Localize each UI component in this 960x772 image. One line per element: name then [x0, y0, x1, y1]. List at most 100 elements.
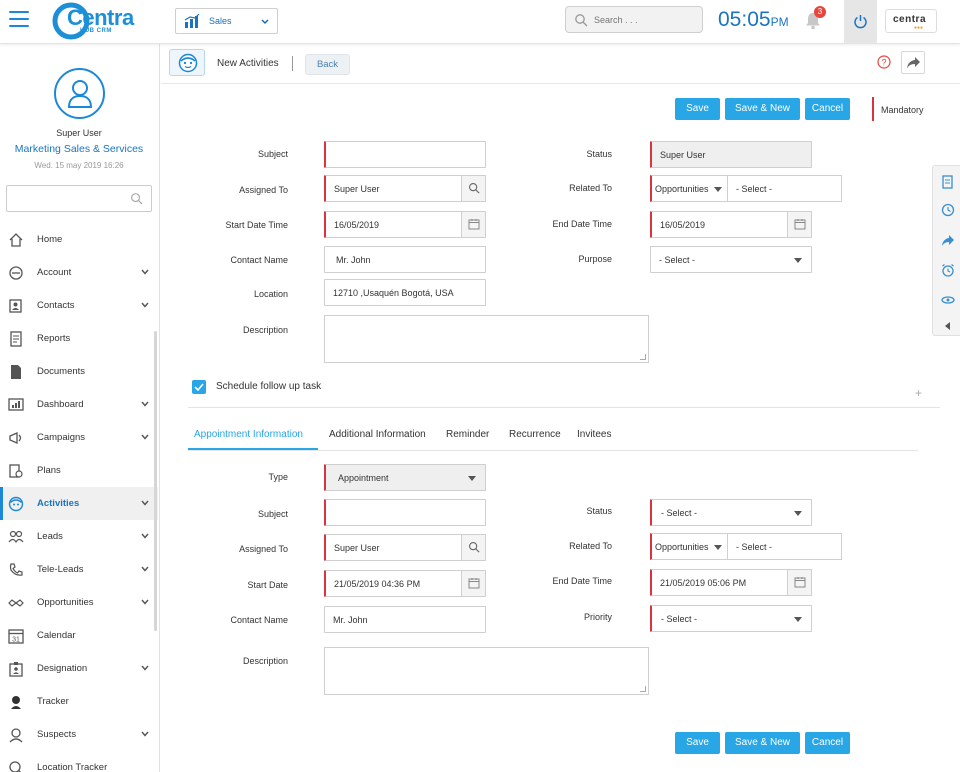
description-label: Description: [242, 325, 288, 335]
sidebar-item-designation[interactable]: Designation: [0, 652, 158, 685]
chevron-down-icon[interactable]: [141, 533, 149, 539]
appt-priority-select[interactable]: - Select -: [650, 605, 812, 632]
sidebar-item-tracker[interactable]: Tracker: [0, 685, 158, 718]
history-icon[interactable]: [941, 203, 955, 217]
tab-invitees[interactable]: Invitees: [577, 429, 612, 440]
end-date-field[interactable]: 16/05/2019: [650, 211, 812, 238]
sidebar-item-home[interactable]: Home: [0, 223, 158, 256]
module-select[interactable]: Sales: [175, 8, 278, 34]
start-date-field[interactable]: 16/05/2019: [324, 211, 486, 238]
bottom-save-button[interactable]: Save: [675, 732, 720, 754]
sidebar-search[interactable]: [6, 185, 152, 212]
chevron-down-icon[interactable]: [141, 500, 149, 506]
purpose-value: - Select -: [659, 255, 696, 265]
contacts-icon: [9, 299, 22, 313]
location-field[interactable]: 12710 ,Usaquén Bogotá, USA: [324, 279, 486, 306]
end-date-label: End Date Time: [552, 219, 612, 229]
appt-assigned-value: Super User: [334, 543, 380, 553]
activities-icon-button[interactable]: [169, 49, 205, 76]
appt-contact-field[interactable]: Mr. John: [324, 606, 486, 633]
global-search[interactable]: [565, 6, 703, 33]
assigned-lookup-button[interactable]: [461, 176, 485, 201]
link-icon[interactable]: [941, 293, 955, 307]
assigned-field[interactable]: Super User: [324, 175, 486, 202]
sidebar: Super User Marketing Sales & Services We…: [0, 44, 160, 772]
sidebar-item-tele-leads[interactable]: Tele-Leads: [0, 553, 158, 586]
sidebar-item-plans[interactable]: Plans: [0, 454, 158, 487]
calendar-icon: [794, 219, 806, 230]
share-button[interactable]: [901, 51, 925, 74]
help-icon[interactable]: ?: [877, 55, 891, 69]
start-date-picker[interactable]: [461, 212, 485, 237]
appt-end-field[interactable]: 21/05/2019 05:06 PM: [650, 569, 812, 596]
sidebar-item-account[interactable]: Account: [0, 256, 158, 289]
sidebar-item-reports[interactable]: Reports: [0, 322, 158, 355]
appt-type-select[interactable]: Appointment: [324, 464, 486, 491]
sidebar-item-suspects[interactable]: Suspects: [0, 718, 158, 751]
description-textarea[interactable]: [324, 315, 649, 363]
chevron-down-icon[interactable]: [141, 302, 149, 308]
related-type-select[interactable]: Opportunities: [652, 176, 728, 201]
resize-grip-icon[interactable]: [640, 354, 646, 360]
power-icon: [854, 15, 867, 29]
avatar[interactable]: [54, 68, 105, 119]
appt-start-picker[interactable]: [461, 571, 485, 596]
tab-appointment-information[interactable]: Appointment Information: [194, 429, 303, 440]
chevron-down-icon[interactable]: [141, 599, 149, 605]
sidebar-item-calendar[interactable]: 31 Calendar: [0, 619, 158, 652]
notes-icon[interactable]: [941, 175, 955, 189]
tab-reminder[interactable]: Reminder: [446, 429, 490, 440]
cancel-button[interactable]: Cancel: [805, 98, 850, 120]
bottom-save-new-button[interactable]: Save & New: [725, 732, 800, 754]
chevron-down-icon[interactable]: [141, 665, 149, 671]
sidebar-item-activities[interactable]: Activities: [0, 487, 158, 520]
appt-end-picker[interactable]: [787, 570, 811, 595]
logout-button[interactable]: [844, 0, 877, 43]
contact-field[interactable]: Mr. John: [324, 246, 486, 273]
brand-name: centra: [893, 14, 927, 25]
sidebar-item-campaigns[interactable]: Campaigns: [0, 421, 158, 454]
appt-start-field[interactable]: 21/05/2019 04:36 PM: [324, 570, 486, 597]
related-field[interactable]: Opportunities - Select -: [650, 175, 842, 202]
sidebar-item-dashboard[interactable]: Dashboard: [0, 388, 158, 421]
save-new-button[interactable]: Save & New: [725, 98, 800, 120]
subject-field[interactable]: [324, 141, 486, 168]
appt-related-field[interactable]: Opportunities - Select -: [650, 533, 842, 560]
tab-additional-information[interactable]: Additional Information: [329, 429, 426, 440]
collapse-left-icon[interactable]: [941, 319, 955, 333]
related-type-value: Opportunities: [655, 184, 709, 194]
save-button[interactable]: Save: [675, 98, 720, 120]
global-search-input[interactable]: [594, 12, 694, 28]
resize-grip-icon[interactable]: [640, 686, 646, 692]
sidebar-scrollbar[interactable]: [154, 331, 157, 631]
chevron-down-icon[interactable]: [141, 731, 149, 737]
plus-icon[interactable]: +: [915, 386, 923, 400]
sidebar-item-leads[interactable]: Leads: [0, 520, 158, 553]
end-date-picker[interactable]: [787, 212, 811, 237]
appt-subject-field[interactable]: [324, 499, 486, 526]
appt-description-textarea[interactable]: [324, 647, 649, 695]
chevron-down-icon[interactable]: [141, 269, 149, 275]
chevron-down-icon[interactable]: [141, 434, 149, 440]
tab-recurrence[interactable]: Recurrence: [509, 429, 561, 440]
sidebar-search-input[interactable]: [12, 190, 127, 208]
appt-assigned-lookup-button[interactable]: [461, 535, 485, 560]
bottom-cancel-button[interactable]: Cancel: [805, 732, 850, 754]
chevron-down-icon[interactable]: [141, 401, 149, 407]
sidebar-item-contacts[interactable]: Contacts: [0, 289, 158, 322]
chevron-down-icon[interactable]: [141, 566, 149, 572]
purpose-select[interactable]: - Select -: [650, 246, 812, 273]
appt-status-select[interactable]: - Select -: [650, 499, 812, 526]
appt-priority-label: Priority: [583, 612, 612, 622]
sidebar-item-documents[interactable]: Documents: [0, 355, 158, 388]
menu-icon[interactable]: [9, 11, 29, 27]
sidebar-item-location-tracker[interactable]: Location Tracker: [0, 751, 158, 772]
appt-type-label: Type: [268, 472, 288, 482]
appt-assigned-field[interactable]: Super User: [324, 534, 486, 561]
back-button[interactable]: Back: [305, 54, 350, 75]
alarm-icon[interactable]: [941, 263, 955, 277]
sidebar-item-opportunities[interactable]: Opportunities: [0, 586, 158, 619]
appt-related-type-select[interactable]: Opportunities: [652, 534, 728, 559]
forward-icon[interactable]: [941, 233, 955, 247]
followup-checkbox[interactable]: [192, 380, 206, 394]
